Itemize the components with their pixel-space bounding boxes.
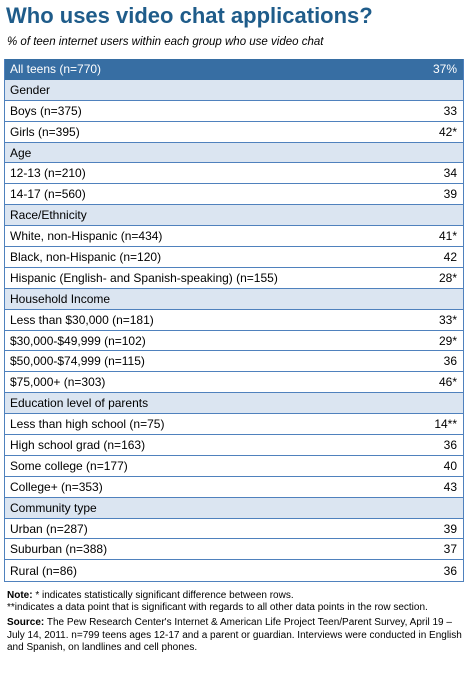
row-label: College+ (n=353) [10, 479, 103, 494]
row-value: 33 [443, 103, 457, 118]
section-header-row: Household Income [5, 288, 463, 310]
section-header-row: Race/Ethnicity [5, 205, 463, 227]
row-label: Community type [10, 500, 97, 515]
row-value: 33* [438, 312, 457, 327]
section-header-row: Education level of parents [5, 393, 463, 415]
row-value: 28* [438, 270, 457, 285]
row-value: 42* [438, 124, 457, 139]
row-label: Education level of parents [10, 396, 149, 411]
page-title: Who uses video chat applications? [6, 3, 373, 28]
row-value: 36 [443, 354, 457, 369]
row-label: $30,000-$49,999 (n=102) [10, 333, 146, 348]
table-row: 14-17 (n=560) 39 [5, 184, 463, 206]
table-row: 12-13 (n=210) 34 [5, 163, 463, 185]
table-row: $75,000+ (n=303) 46* [5, 372, 463, 394]
table-row: Some college (n=177) 40 [5, 455, 463, 477]
row-label: Rural (n=86) [10, 563, 78, 578]
note-label: Note: [7, 590, 33, 601]
table-row: White, non-Hispanic (n=434) 41* [5, 226, 463, 248]
note-text: * indicates statistically significant di… [32, 590, 294, 601]
table-row: High school grad (n=163) 36 [5, 435, 463, 456]
total-row: All teens (n=770) 37% [5, 59, 463, 80]
row-label: Black, non-Hispanic (n=120) [10, 249, 162, 264]
row-label: Age [10, 145, 32, 160]
table-row: Girls (n=395) 42* [5, 121, 463, 143]
table-row: Less than high school (n=75) 14** [5, 414, 463, 436]
table-row: Rural (n=86) 36 [5, 560, 463, 582]
row-label: Some college (n=177) [10, 458, 128, 473]
source-label: Source: [7, 617, 45, 629]
row-label: Household Income [10, 291, 111, 306]
row-label: Urban (n=287) [10, 521, 88, 536]
table-row: Boys (n=375) 33 [5, 100, 463, 122]
row-value: 14** [434, 417, 457, 432]
row-label: $75,000+ (n=303) [10, 375, 106, 390]
note-line: Note: * indicates statistically signific… [7, 590, 462, 602]
section-header-row: Gender [5, 79, 463, 101]
section-header-row: Community type [5, 497, 463, 519]
page-subtitle: % of teen internet users within each gro… [7, 36, 324, 48]
row-value: 36 [443, 437, 457, 452]
row-value: 40 [443, 458, 457, 473]
row-value: 37% [432, 61, 457, 76]
row-label: Hispanic (English- and Spanish-speaking)… [10, 270, 278, 285]
row-label: $50,000-$74,999 (n=115) [10, 354, 145, 369]
row-value: 43 [443, 479, 457, 494]
row-value: 41* [438, 229, 457, 244]
row-label: 14-17 (n=560) [10, 187, 86, 202]
row-label: Less than high school (n=75) [10, 417, 165, 432]
table-row: Less than $30,000 (n=181) 33* [5, 309, 463, 331]
row-label: Boys (n=375) [10, 103, 82, 118]
section-header-row: Age [5, 142, 463, 164]
row-label: White, non-Hispanic (n=434) [10, 229, 163, 244]
row-value: 42 [443, 249, 457, 264]
row-label: High school grad (n=163) [10, 437, 146, 452]
table-row: Urban (n=287) 39 [5, 518, 463, 540]
row-value: 36 [443, 563, 457, 578]
row-value: 37 [443, 542, 457, 557]
row-value: 39 [443, 187, 457, 202]
row-value: 46* [438, 375, 457, 390]
table-row: Hispanic (English- and Spanish-speaking)… [5, 267, 463, 289]
table-row: College+ (n=353) 43 [5, 476, 463, 498]
row-label: All teens (n=770) [10, 61, 102, 76]
data-table: All teens (n=770) 37% Gender Boys (n=375) 33… [4, 59, 464, 583]
row-value: 29* [438, 333, 457, 348]
source-line: Source: The Pew Research Center's Intern… [7, 617, 462, 654]
table-row: $30,000-$49,999 (n=102) 29* [5, 330, 463, 352]
table-row: Black, non-Hispanic (n=120) 42 [5, 247, 463, 268]
table-row: $50,000-$74,999 (n=115) 36 [5, 351, 463, 373]
row-value: 39 [443, 521, 457, 536]
row-label: Girls (n=395) [10, 124, 80, 139]
row-label: Suburban (n=388) [10, 542, 108, 557]
source-text: The Pew Research Center's Internet & Ame… [7, 617, 462, 653]
row-label: Less than $30,000 (n=181) [10, 312, 154, 327]
row-label: Gender [10, 82, 51, 97]
table-row: Suburban (n=388) 37 [5, 539, 463, 561]
notes: Note: * indicates statistically signific… [7, 590, 462, 654]
row-value: 34 [443, 166, 457, 181]
note-line-2: **indicates a data point that is signifi… [7, 602, 428, 614]
row-label: 12-13 (n=210) [10, 166, 86, 181]
row-label: Race/Ethnicity [10, 208, 87, 223]
